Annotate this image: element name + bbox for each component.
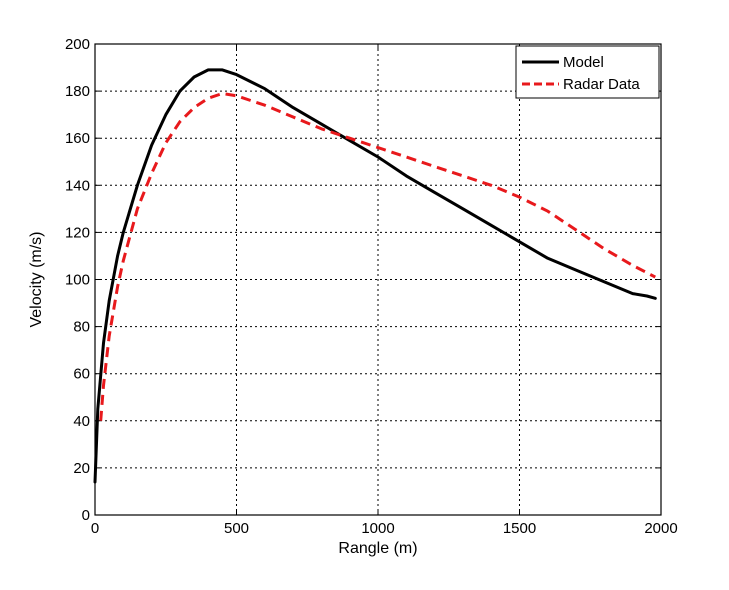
x-tick-label: 500 [224, 520, 249, 537]
tick-labels: 0 500 1000 1500 2000 0 20 40 60 80 100 120 140 160 180… [65, 36, 678, 537]
y-tick-label: 160 [65, 130, 90, 147]
y-tick-label: 120 [65, 224, 90, 241]
legend-label-model: Model [563, 54, 604, 71]
x-tick-label: 1000 [361, 520, 394, 537]
legend: Model Radar Data [515, 45, 660, 99]
x-tick-label: 0 [91, 520, 99, 537]
y-tick-label: 80 [73, 319, 90, 336]
y-tick-label: 200 [65, 36, 90, 53]
series-layer [93, 68, 657, 484]
y-tick-label: 180 [65, 83, 90, 100]
grid [95, 44, 661, 515]
series-line-model [93, 68, 657, 484]
legend-label-radar-data: Radar Data [563, 76, 640, 93]
y-tick-label: 60 [73, 366, 90, 383]
y-axis-label: Velocity (m/s) [28, 231, 45, 327]
axis-ticks [94, 43, 662, 516]
x-axis-label: Rangle (m) [338, 540, 417, 557]
x-tick-label: 1500 [503, 520, 536, 537]
y-tick-label: 20 [73, 460, 90, 477]
y-tick-label: 0 [82, 507, 90, 524]
y-tick-label: 100 [65, 272, 90, 289]
series-line-radar-data [99, 92, 656, 421]
y-tick-label: 40 [73, 413, 90, 430]
x-tick-label: 2000 [644, 520, 677, 537]
y-tick-label: 140 [65, 177, 90, 194]
legend-box [515, 45, 660, 99]
